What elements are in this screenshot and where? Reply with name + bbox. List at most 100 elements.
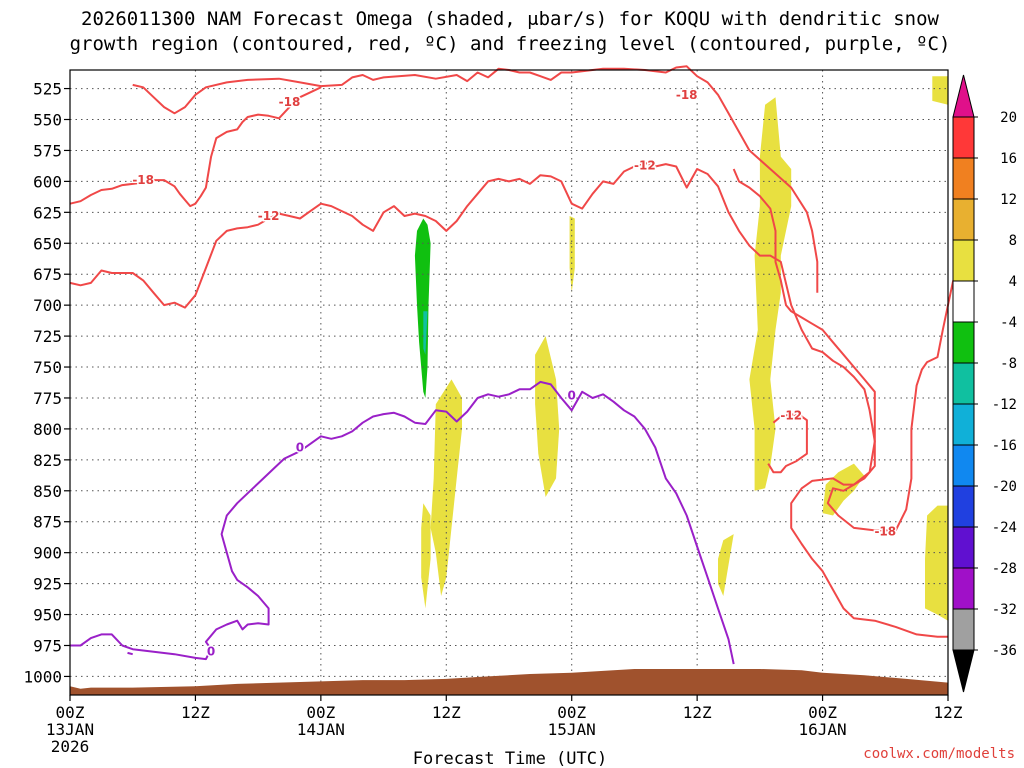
contour-label-9: 0 [207, 645, 215, 659]
contour-label-0: -18 [279, 95, 301, 109]
colorbar-label-6: -8 [1000, 356, 1017, 372]
colorbar-label-11: -28 [992, 561, 1017, 577]
colorbar-band-4 [952, 280, 975, 323]
y-tick-label-625: 625 [33, 203, 62, 222]
omega-yellow-h [718, 534, 734, 596]
colorbar-arrow-bottom [952, 649, 975, 693]
contour-label-7: 0 [296, 440, 304, 454]
y-tick-label-775: 775 [33, 389, 62, 408]
contour-freezing-level-bit [127, 651, 133, 656]
colorbar-band-9 [952, 485, 975, 528]
omega-teal-core [423, 311, 428, 355]
contour-label-1: -18 [132, 173, 154, 187]
omega-shading-layer [414, 76, 948, 621]
x-tick-label-4-1: 15JAN [548, 720, 596, 739]
colorbar-label-1: 16 [1000, 151, 1017, 167]
y-tick-label-900: 900 [33, 544, 62, 563]
x-tick-label-3-0: 12Z [432, 703, 461, 722]
x-tick-label-4-0: 00Z [557, 703, 586, 722]
contour-minus18-left [69, 86, 322, 208]
y-tick-label-700: 700 [33, 296, 62, 315]
x-tick-label-6-0: 00Z [808, 703, 837, 722]
contour-label-2: -12 [258, 209, 280, 223]
y-tick-label-950: 950 [33, 606, 62, 625]
contour-label-3: -12 [634, 158, 656, 172]
colorbar-band-8 [952, 444, 975, 487]
chart-title-line-2: growth region (contoured, red, ºC) and f… [70, 33, 951, 55]
omega-yellow-a [430, 379, 462, 596]
x-tick-label-6-1: 16JAN [798, 720, 846, 739]
chart-title-line-1: 2026011300 NAM Forecast Omega (shaded, μ… [81, 8, 939, 30]
contour-label-8: 0 [568, 388, 576, 402]
y-tick-label-600: 600 [33, 172, 62, 191]
colorbar-label-9: -20 [992, 479, 1017, 495]
y-tick-label-875: 875 [33, 513, 62, 532]
credit-text: coolwx.com/modelts [863, 746, 1015, 762]
colorbar-band-6 [952, 362, 975, 405]
x-axis-label: Forecast Time (UTC) [413, 749, 607, 768]
y-tick-label-525: 525 [33, 80, 62, 99]
contour-label-5: -12 [780, 408, 802, 422]
x-tick-label-0-1: 13JAN [46, 720, 94, 739]
colorbar-label-2: 12 [1000, 192, 1017, 208]
x-tick-label-0-0: 00Z [56, 703, 85, 722]
colorbar-band-1 [952, 157, 975, 200]
plot-area: -18 -18 -12 -12 -18 -12 -18 0 0 0 [69, 65, 955, 696]
plot-background [70, 70, 948, 695]
omega-yellow-b [421, 503, 431, 609]
omega-yellow-c [535, 336, 560, 497]
colorbar-label-7: -12 [992, 397, 1017, 413]
contour-label-layer: -18 -18 -12 -12 -18 -12 -18 0 0 0 [131, 86, 898, 660]
colorbar-label-10: -24 [992, 520, 1017, 536]
contour-minus12-loop [767, 413, 808, 474]
colorbar-label-12: -32 [992, 602, 1017, 618]
x-tick-label-2-1: 14JAN [297, 720, 345, 739]
y-tick-label-975: 975 [33, 636, 62, 655]
colorbar-band-2 [952, 198, 975, 241]
omega-yellow-f [822, 463, 865, 516]
plot-frame [69, 69, 949, 696]
colorbar-band-10 [952, 526, 975, 569]
y-tick-label-550: 550 [33, 111, 62, 130]
x-tick-label-7-0: 12Z [934, 703, 963, 722]
omega-yellow-g [925, 505, 948, 621]
colorbar-band-11 [952, 567, 975, 610]
terrain-fill [70, 669, 948, 695]
contour-freezing-level [70, 380, 735, 665]
colorbar-label-5: -4 [1000, 315, 1017, 331]
x-tick-label-5-0: 12Z [683, 703, 712, 722]
colorbar-label-0: 20 [1000, 110, 1017, 126]
y-tick-label-800: 800 [33, 420, 62, 439]
y-axis: 525 550 575 600 625 650 675 700 725 750 775 800 825 8… [23, 80, 70, 686]
y-tick-label-750: 750 [33, 358, 62, 377]
contour-label-4: -18 [676, 88, 698, 102]
x-tick-label-2-0: 00Z [306, 703, 335, 722]
contour-layer [69, 65, 955, 665]
x-tick-label-1-0: 12Z [181, 703, 210, 722]
x-tick-label-0-2: 2026 [51, 737, 90, 756]
colorbar-band-5 [952, 321, 975, 364]
omega-yellow-i [932, 76, 948, 105]
y-tick-label-1000: 1000 [23, 667, 62, 686]
y-tick-label-725: 725 [33, 327, 62, 346]
contour-label-6: -18 [874, 525, 896, 539]
y-tick-label-825: 825 [33, 451, 62, 470]
contour-minus12-upper [69, 161, 948, 638]
colorbar-band-3 [952, 239, 975, 282]
terrain-layer [70, 669, 948, 695]
colorbar-arrow-top [952, 74, 975, 118]
colorbar-label-13: -36 [992, 643, 1017, 659]
colorbar-band-7 [952, 403, 975, 446]
omega-yellow-e [749, 97, 792, 491]
y-tick-label-675: 675 [33, 265, 62, 284]
y-tick-label-575: 575 [33, 141, 62, 160]
colorbar-band-12 [952, 608, 975, 651]
omega-yellow-d [569, 216, 575, 293]
colorbar-band-0 [952, 116, 975, 159]
contour-minus18-lower [732, 168, 891, 532]
omega-green-plume [414, 218, 431, 398]
colorbar-label-3: 8 [1009, 233, 1017, 249]
colorbar-label-4: 4 [1009, 274, 1017, 290]
